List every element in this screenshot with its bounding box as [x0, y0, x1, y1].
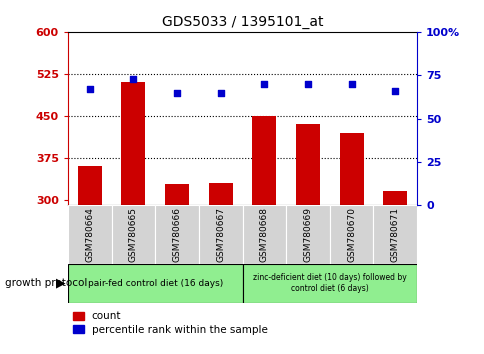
- Text: GSM780666: GSM780666: [172, 207, 181, 262]
- Point: [86, 86, 93, 92]
- Bar: [339, 133, 363, 205]
- Text: growth protocol: growth protocol: [5, 278, 87, 288]
- Bar: [295, 124, 319, 205]
- Bar: [155, 205, 198, 264]
- Point: [129, 76, 137, 81]
- Text: GSM780667: GSM780667: [216, 207, 225, 262]
- Text: GSM780669: GSM780669: [303, 207, 312, 262]
- Point: [391, 88, 398, 94]
- Bar: [286, 205, 329, 264]
- Bar: [111, 205, 155, 264]
- Point: [216, 90, 224, 96]
- Bar: [198, 205, 242, 264]
- Bar: [77, 166, 102, 205]
- Bar: [242, 264, 416, 303]
- Text: ▶: ▶: [56, 277, 65, 290]
- Bar: [252, 116, 276, 205]
- Title: GDS5033 / 1395101_at: GDS5033 / 1395101_at: [162, 16, 322, 29]
- Text: GSM780670: GSM780670: [347, 207, 355, 262]
- Point: [303, 81, 311, 87]
- Bar: [121, 82, 145, 205]
- Point: [173, 90, 181, 96]
- Bar: [373, 205, 416, 264]
- Bar: [242, 205, 286, 264]
- Text: GSM780671: GSM780671: [390, 207, 399, 262]
- Text: GSM780668: GSM780668: [259, 207, 268, 262]
- Bar: [329, 205, 373, 264]
- Legend: count, percentile rank within the sample: count, percentile rank within the sample: [73, 312, 267, 335]
- Bar: [68, 205, 111, 264]
- Text: GSM780664: GSM780664: [85, 207, 94, 262]
- Text: GSM780665: GSM780665: [129, 207, 137, 262]
- Bar: [165, 184, 189, 205]
- Bar: [68, 264, 242, 303]
- Text: pair-fed control diet (16 days): pair-fed control diet (16 days): [88, 279, 222, 288]
- Bar: [382, 191, 407, 205]
- Point: [347, 81, 355, 87]
- Bar: [208, 183, 232, 205]
- Text: zinc-deficient diet (10 days) followed by
control diet (6 days): zinc-deficient diet (10 days) followed b…: [252, 274, 406, 293]
- Point: [260, 81, 268, 87]
